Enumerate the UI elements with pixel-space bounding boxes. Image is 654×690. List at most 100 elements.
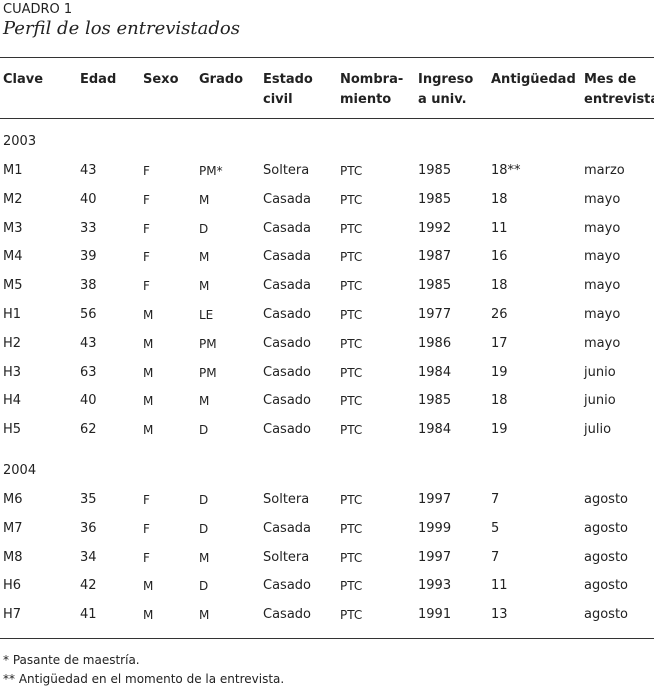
- table-cell: PTC: [340, 336, 363, 351]
- table-cell: 38: [80, 278, 97, 294]
- column-header: Sexo: [143, 72, 179, 87]
- table-cell: M: [143, 336, 154, 351]
- group-year: 2003: [3, 134, 37, 149]
- table-cell: Casado: [263, 335, 311, 351]
- table-cell: M: [143, 365, 154, 380]
- table-cell: 18: [491, 278, 508, 294]
- table-cell: PTC: [340, 550, 363, 565]
- table-cell: Casada: [263, 220, 312, 236]
- table-cell: D: [199, 493, 209, 507]
- table-cell: mayo: [584, 278, 621, 294]
- group-year: 2004: [3, 463, 37, 478]
- table-cell: M: [199, 279, 210, 294]
- table-cell: PTC: [340, 192, 363, 207]
- table-cell: 1985: [418, 393, 452, 409]
- table-cell: M: [199, 192, 210, 207]
- table-cell: Casado: [263, 607, 311, 623]
- column-header: Mes de: [584, 72, 637, 87]
- table-cell: 1987: [418, 249, 452, 265]
- table-cell: Casado: [263, 422, 311, 438]
- table-cell: D: [199, 221, 209, 236]
- table-cell: M: [199, 550, 210, 565]
- table-cell: 18: [491, 191, 508, 207]
- bottom-rule: [0, 638, 654, 639]
- table-cell: Casada: [263, 278, 312, 294]
- column-header: civil: [263, 92, 293, 107]
- table-cell: 1984: [418, 364, 452, 380]
- table-cell: H5: [3, 422, 22, 438]
- table-cell: junio: [584, 393, 616, 409]
- table-cell: M: [143, 608, 154, 623]
- table-cell: Casado: [263, 364, 311, 380]
- table-cell: M8: [3, 549, 23, 565]
- table-cell: mayo: [584, 249, 621, 265]
- table-cell: PM: [199, 336, 217, 351]
- table-cell: 18: [491, 393, 508, 409]
- table-cell: 17: [491, 335, 508, 351]
- table-cell: mayo: [584, 220, 621, 236]
- table-cell: M1: [3, 163, 23, 178]
- table-cell: 1997: [418, 492, 452, 507]
- table-cell: M4: [3, 249, 23, 265]
- table-cell: Casado: [263, 307, 311, 322]
- column-header: miento: [340, 92, 392, 107]
- table-cell: H7: [3, 607, 22, 623]
- table-cell: 1985: [418, 191, 452, 207]
- table-cell: M: [199, 394, 210, 409]
- table-cell: M: [199, 608, 210, 623]
- table-cell: M: [143, 394, 154, 409]
- table-cell: 1977: [418, 307, 452, 322]
- column-header: Ingreso: [418, 72, 474, 87]
- table-cell: marzo: [584, 163, 625, 178]
- table-cell: 39: [80, 249, 97, 265]
- table-cell: PM: [199, 365, 217, 380]
- table-cell: 11: [491, 220, 508, 236]
- table-cell: 40: [80, 191, 97, 207]
- table-cell: 13: [491, 607, 508, 623]
- table-cell: H4: [3, 393, 22, 409]
- table-cell: 36: [80, 520, 97, 536]
- table-cell: 1993: [418, 578, 452, 594]
- table-cell: 1986: [418, 335, 452, 351]
- table-cell: 1991: [418, 607, 452, 623]
- table-cell: 1997: [418, 549, 452, 565]
- table-cell: M: [143, 308, 154, 322]
- table-cell: 41: [80, 607, 97, 623]
- table-cell: F: [143, 279, 150, 294]
- footnote: ** Antigüedad en el momento de la entrev…: [3, 672, 285, 686]
- table-cell: M: [143, 423, 154, 438]
- table-cell: 35: [80, 492, 97, 507]
- table-cell: H6: [3, 578, 22, 594]
- table-label: CUADRO 1: [3, 2, 73, 17]
- table-cell: 42: [80, 578, 97, 594]
- table-cell: 34: [80, 549, 97, 565]
- table-cell: 63: [80, 364, 97, 380]
- table-cell: M5: [3, 278, 23, 294]
- table-cell: 43: [80, 163, 97, 178]
- top-rule: [0, 57, 654, 58]
- table-cell: PTC: [340, 579, 363, 594]
- table-cell: Casada: [263, 191, 312, 207]
- column-header: a univ.: [418, 92, 467, 107]
- table-cell: PM*: [199, 164, 223, 178]
- table-cell: 5: [491, 520, 500, 536]
- table-cell: agosto: [584, 492, 628, 507]
- table-cell: 33: [80, 220, 97, 236]
- table-cell: 16: [491, 249, 508, 265]
- table-cell: agosto: [584, 607, 628, 623]
- table-cell: agosto: [584, 549, 628, 565]
- table-cell: D: [199, 521, 209, 536]
- table-cell: PTC: [340, 365, 363, 380]
- table-cell: H2: [3, 335, 22, 351]
- table-cell: F: [143, 221, 150, 236]
- table-cell: 18**: [491, 163, 521, 178]
- table-cell: H3: [3, 364, 22, 380]
- table-cell: 40: [80, 393, 97, 409]
- table-cell: 56: [80, 307, 97, 322]
- table-cell: F: [143, 164, 150, 178]
- table-cell: M3: [3, 220, 23, 236]
- table-cell: 1992: [418, 220, 452, 236]
- table-cell: mayo: [584, 191, 621, 207]
- table-cell: M6: [3, 492, 23, 507]
- table-cell: PTC: [340, 493, 363, 507]
